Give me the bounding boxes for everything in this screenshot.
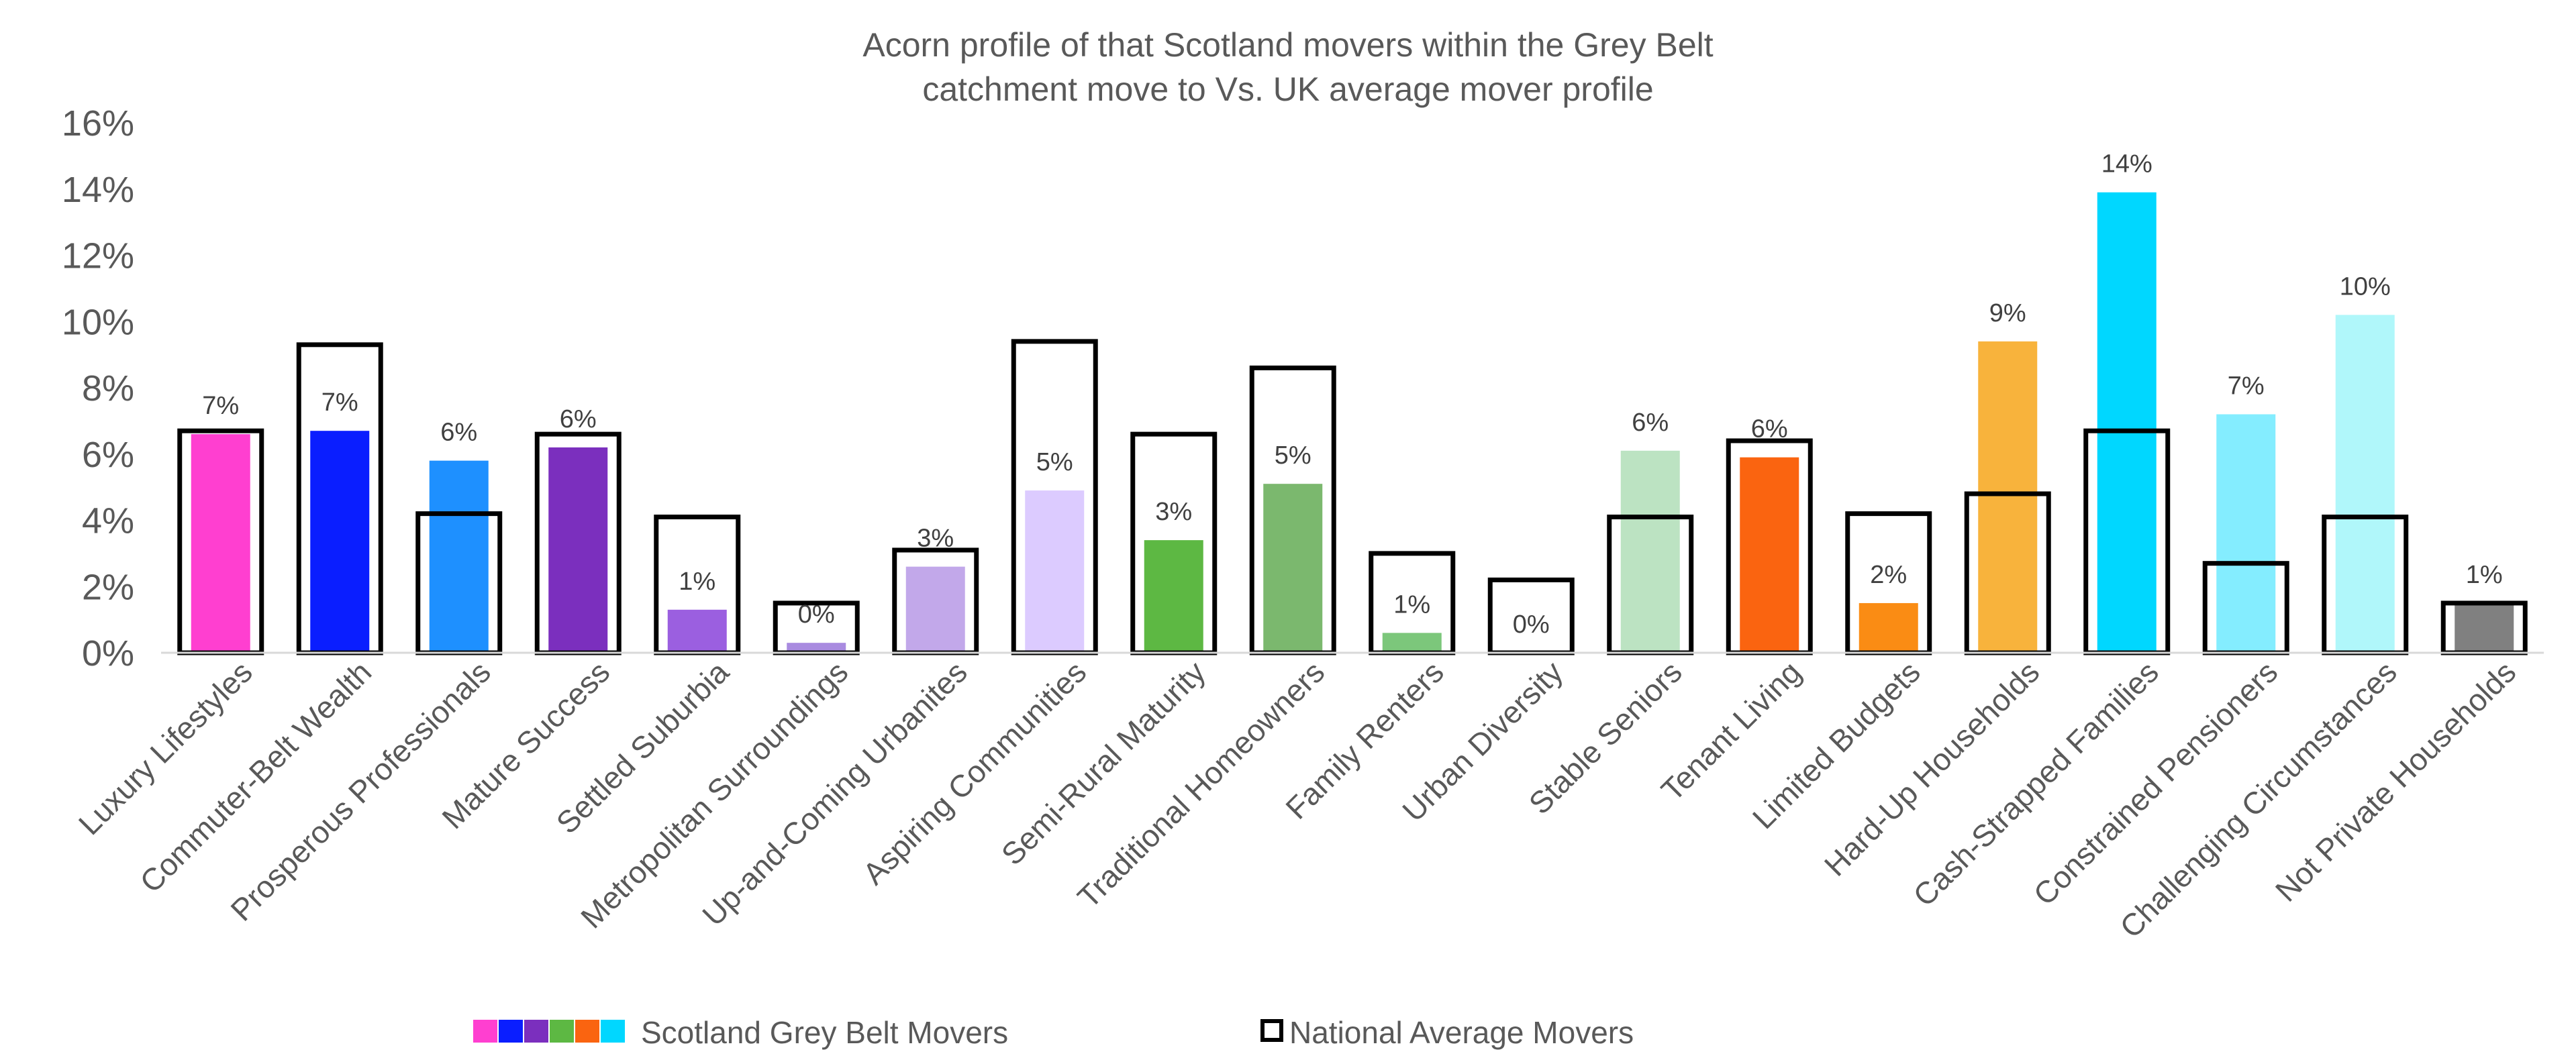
legend-swatches-scotland bbox=[473, 1020, 625, 1043]
bar-scotland bbox=[2216, 414, 2276, 653]
x-tick-label: Not Private Households bbox=[2269, 654, 2522, 908]
y-tick-label: 6% bbox=[82, 435, 134, 475]
y-tick-label: 12% bbox=[62, 236, 134, 276]
legend-swatch bbox=[601, 1020, 625, 1043]
legend-swatch bbox=[473, 1020, 497, 1043]
chart-title-line-1: Acorn profile of that Scotland movers wi… bbox=[862, 26, 1713, 64]
y-tick-label: 4% bbox=[82, 501, 134, 541]
chart-title-line-2: catchment move to Vs. UK average mover p… bbox=[922, 70, 1653, 108]
data-label: 5% bbox=[1275, 441, 1311, 470]
bar-scotland bbox=[2097, 192, 2157, 653]
legend-label-national: National Average Movers bbox=[1289, 1015, 1634, 1050]
data-label: 6% bbox=[440, 419, 477, 447]
bar-scotland bbox=[310, 431, 370, 653]
data-label: 7% bbox=[321, 388, 358, 417]
y-tick-label: 14% bbox=[62, 170, 134, 210]
legend-swatch bbox=[499, 1020, 523, 1043]
legend-swatch bbox=[575, 1020, 599, 1043]
data-label: 2% bbox=[1870, 561, 1907, 589]
bar-scotland bbox=[1978, 341, 2038, 653]
x-tick-label: Commuter-Belt Wealth bbox=[133, 654, 378, 899]
data-label: 1% bbox=[1393, 590, 1430, 619]
chart-title: Acorn profile of that Scotland movers wi… bbox=[862, 26, 1713, 108]
legend-swatch bbox=[550, 1020, 574, 1043]
bar-scotland bbox=[548, 447, 608, 653]
data-label: 10% bbox=[2340, 272, 2391, 301]
bar-scotland bbox=[191, 434, 250, 653]
y-axis: 0% 2% 4% 6% 8% 10% 12% 14% 16% bbox=[62, 103, 134, 674]
x-tick-label: Constrained Pensioners bbox=[2026, 654, 2284, 912]
data-label: 6% bbox=[560, 405, 597, 433]
bars: 7% 7% 6% 6% 1% 0% 3% 5% 3% 5% 1% 0% 6% 6% 2% 9% 14% 7% 10%… bbox=[161, 150, 2544, 655]
bar-scotland bbox=[429, 460, 489, 653]
bar-scotland bbox=[1144, 540, 1203, 653]
x-tick-label: Semi-Rural Maturity bbox=[995, 654, 1212, 871]
data-label: 3% bbox=[917, 525, 954, 553]
bar-scotland bbox=[2455, 602, 2514, 653]
bar-scotland bbox=[787, 643, 846, 653]
data-label: 6% bbox=[1751, 415, 1788, 443]
data-label: 0% bbox=[798, 600, 835, 629]
bar-scotland bbox=[667, 609, 727, 653]
y-tick-label: 0% bbox=[82, 633, 134, 674]
y-tick-label: 10% bbox=[62, 302, 134, 342]
legend-label-scotland: Scotland Grey Belt Movers bbox=[641, 1015, 1008, 1050]
x-tick-label: Aspiring Communities bbox=[856, 654, 1093, 891]
x-tick-label: Hard-Up Households bbox=[1818, 654, 2046, 883]
y-tick-label: 16% bbox=[62, 103, 134, 144]
data-label: 1% bbox=[2466, 561, 2503, 589]
bar-scotland bbox=[2335, 315, 2395, 653]
bar-scotland bbox=[905, 566, 965, 653]
data-label: 5% bbox=[1036, 448, 1073, 476]
bar-scotland bbox=[1025, 490, 1085, 653]
data-label: 7% bbox=[202, 392, 239, 420]
bar-scotland bbox=[1740, 457, 1799, 653]
legend: Scotland Grey Belt Movers National Avera… bbox=[473, 1015, 1634, 1050]
data-label: 3% bbox=[1155, 498, 1192, 526]
legend-swatch bbox=[524, 1020, 548, 1043]
x-tick-label: Traditional Homeowners bbox=[1071, 654, 1331, 914]
data-label: 14% bbox=[2101, 150, 2152, 178]
data-label: 6% bbox=[1632, 409, 1669, 437]
y-tick-label: 2% bbox=[82, 567, 134, 607]
data-label: 1% bbox=[679, 568, 715, 596]
legend-swatch-national bbox=[1260, 1019, 1283, 1042]
bar-scotland bbox=[1263, 484, 1323, 653]
y-tick-label: 8% bbox=[82, 368, 134, 409]
data-label: 7% bbox=[2228, 372, 2265, 401]
bar-scotland bbox=[1382, 633, 1442, 653]
x-tick-label: Cash-Strapped Families bbox=[1906, 654, 2165, 913]
data-label: 0% bbox=[1513, 611, 1550, 639]
data-label: 9% bbox=[1989, 299, 2026, 327]
bar-scotland bbox=[1620, 450, 1680, 653]
bar-scotland bbox=[1859, 602, 1918, 653]
